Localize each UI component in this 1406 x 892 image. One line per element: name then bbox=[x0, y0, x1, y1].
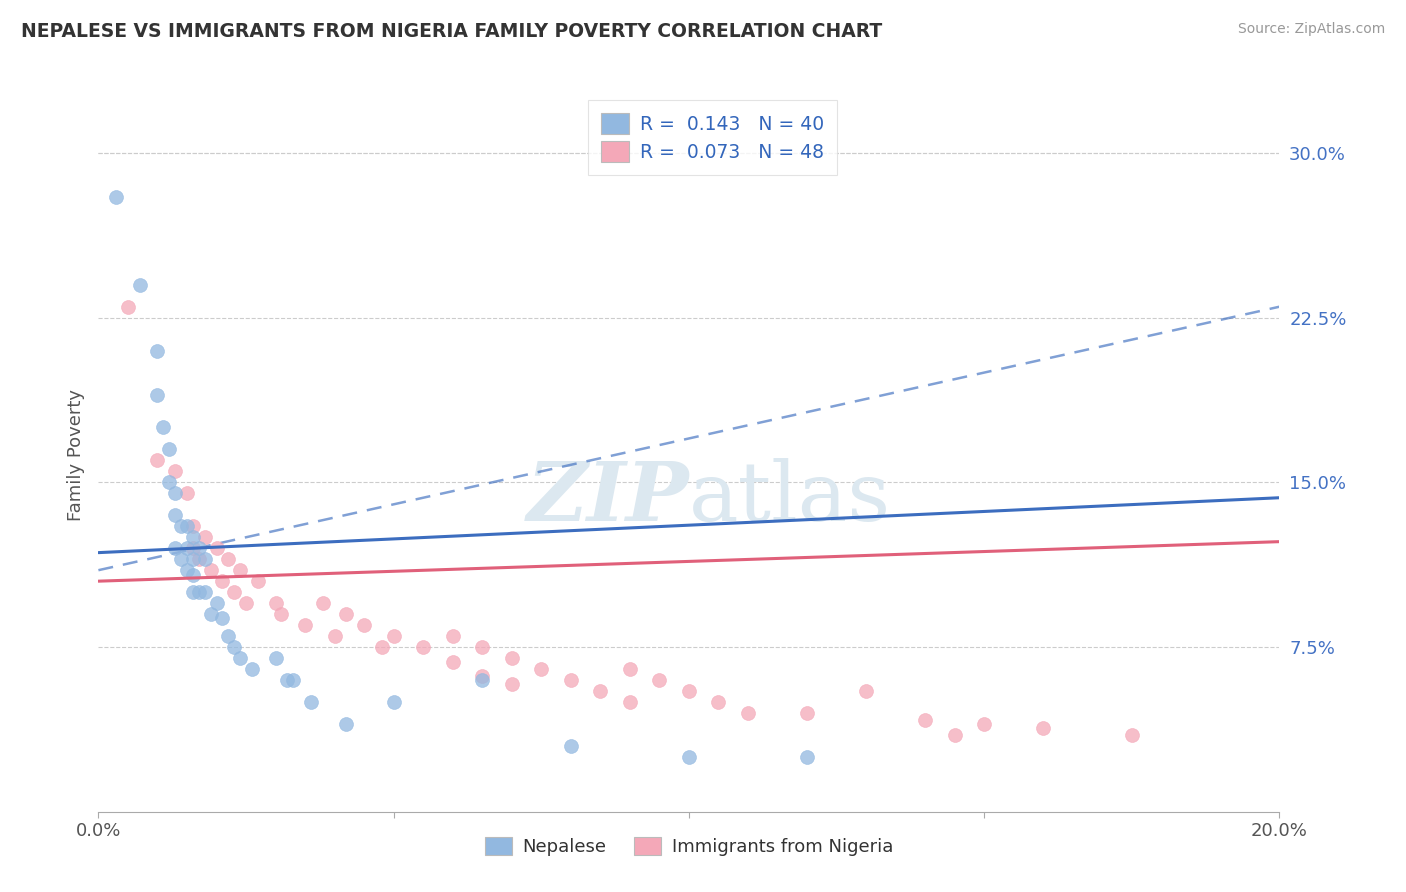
Point bbox=[796, 749, 818, 764]
Point bbox=[914, 713, 936, 727]
Point bbox=[152, 420, 174, 434]
Point bbox=[323, 629, 346, 643]
Text: ZIP: ZIP bbox=[526, 458, 689, 538]
Point bbox=[276, 673, 298, 687]
Point bbox=[678, 749, 700, 764]
Point bbox=[382, 695, 405, 709]
Point bbox=[796, 706, 818, 720]
Point bbox=[194, 585, 217, 599]
Point bbox=[441, 656, 464, 670]
Point bbox=[187, 541, 209, 556]
Point bbox=[181, 519, 204, 533]
Point bbox=[619, 695, 641, 709]
Point bbox=[181, 552, 204, 566]
Point bbox=[294, 618, 316, 632]
Point bbox=[217, 629, 239, 643]
Point bbox=[224, 585, 246, 599]
Text: atlas: atlas bbox=[689, 458, 891, 538]
Point bbox=[194, 552, 217, 566]
Point bbox=[176, 563, 198, 577]
Text: Source: ZipAtlas.com: Source: ZipAtlas.com bbox=[1237, 22, 1385, 37]
Point bbox=[335, 607, 357, 621]
Point bbox=[264, 596, 287, 610]
Point bbox=[471, 673, 494, 687]
Point bbox=[157, 442, 180, 457]
Text: NEPALESE VS IMMIGRANTS FROM NIGERIA FAMILY POVERTY CORRELATION CHART: NEPALESE VS IMMIGRANTS FROM NIGERIA FAMI… bbox=[21, 22, 883, 41]
Point bbox=[270, 607, 292, 621]
Point bbox=[165, 541, 187, 556]
Point bbox=[441, 629, 464, 643]
Legend: Nepalese, Immigrants from Nigeria: Nepalese, Immigrants from Nigeria bbox=[478, 830, 900, 863]
Point bbox=[335, 717, 357, 731]
Point bbox=[187, 585, 209, 599]
Point bbox=[205, 541, 228, 556]
Point bbox=[157, 475, 180, 490]
Point bbox=[170, 552, 193, 566]
Point bbox=[1121, 728, 1143, 742]
Point bbox=[235, 596, 257, 610]
Point bbox=[181, 530, 204, 544]
Point bbox=[176, 541, 198, 556]
Point bbox=[707, 695, 730, 709]
Point bbox=[246, 574, 269, 589]
Point bbox=[181, 567, 204, 582]
Point bbox=[973, 717, 995, 731]
Point bbox=[170, 519, 193, 533]
Point bbox=[217, 552, 239, 566]
Point bbox=[560, 739, 582, 753]
Point bbox=[371, 640, 394, 654]
Point bbox=[181, 541, 204, 556]
Point bbox=[855, 684, 877, 698]
Point bbox=[619, 662, 641, 676]
Point bbox=[146, 343, 169, 358]
Point bbox=[353, 618, 375, 632]
Point bbox=[176, 486, 198, 500]
Point bbox=[211, 611, 233, 625]
Point bbox=[181, 585, 204, 599]
Point bbox=[165, 486, 187, 500]
Point bbox=[1032, 721, 1054, 735]
Point bbox=[501, 677, 523, 691]
Point bbox=[648, 673, 671, 687]
Point bbox=[200, 563, 222, 577]
Point bbox=[412, 640, 434, 654]
Point bbox=[117, 300, 139, 314]
Point bbox=[312, 596, 335, 610]
Y-axis label: Family Poverty: Family Poverty bbox=[66, 389, 84, 521]
Point bbox=[194, 530, 217, 544]
Point bbox=[471, 640, 494, 654]
Point bbox=[105, 190, 128, 204]
Point bbox=[146, 453, 169, 467]
Point bbox=[229, 563, 252, 577]
Point bbox=[187, 552, 209, 566]
Point bbox=[299, 695, 322, 709]
Point bbox=[128, 277, 150, 292]
Point bbox=[678, 684, 700, 698]
Point bbox=[224, 640, 246, 654]
Point bbox=[589, 684, 612, 698]
Point bbox=[211, 574, 233, 589]
Point bbox=[176, 519, 198, 533]
Point bbox=[264, 651, 287, 665]
Point bbox=[205, 596, 228, 610]
Point bbox=[501, 651, 523, 665]
Point bbox=[943, 728, 966, 742]
Point bbox=[146, 387, 169, 401]
Point bbox=[165, 508, 187, 523]
Point bbox=[471, 668, 494, 682]
Point bbox=[382, 629, 405, 643]
Point bbox=[229, 651, 252, 665]
Point bbox=[283, 673, 305, 687]
Point bbox=[560, 673, 582, 687]
Point bbox=[165, 464, 187, 478]
Point bbox=[737, 706, 759, 720]
Point bbox=[200, 607, 222, 621]
Point bbox=[240, 662, 263, 676]
Point bbox=[530, 662, 553, 676]
